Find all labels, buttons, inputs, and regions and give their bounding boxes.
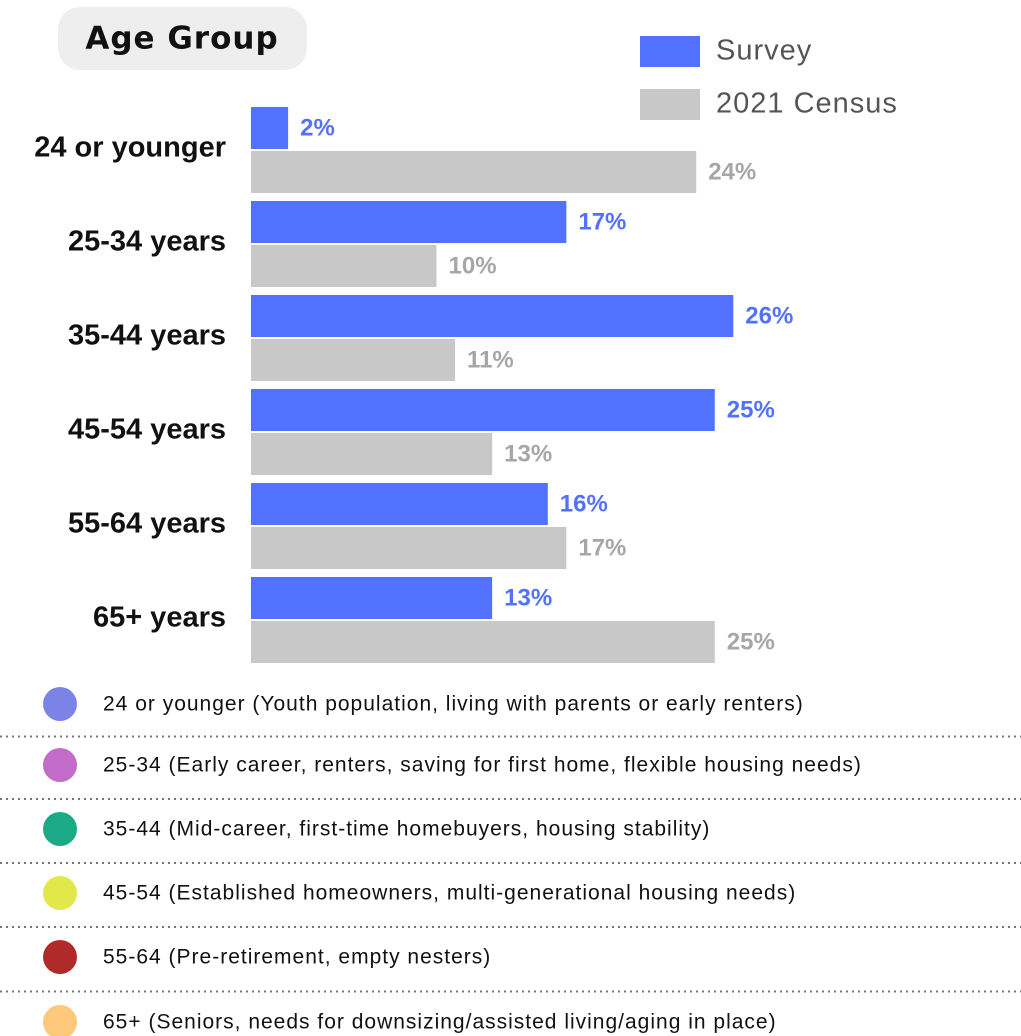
note-dot <box>43 687 77 721</box>
category-label: 55-64 years <box>68 508 226 540</box>
note-text: 45-54 (Established homeowners, multi-gen… <box>103 882 796 905</box>
bar <box>251 201 567 243</box>
value-label: 11% <box>467 346 514 373</box>
value-label: 13% <box>504 584 552 611</box>
note-text: 35-44 (Mid-career, first-time homebuyers… <box>103 818 710 841</box>
value-label: 17% <box>578 208 626 235</box>
value-label: 17% <box>578 534 626 561</box>
category-label: 35-44 years <box>68 320 226 352</box>
value-label: 26% <box>745 302 793 329</box>
value-label: 10% <box>449 252 497 279</box>
note-text: 55-64 (Pre-retirement, empty nesters) <box>103 946 491 969</box>
bar <box>251 577 493 619</box>
legend-swatch <box>640 89 700 120</box>
bar <box>251 433 493 475</box>
bar <box>251 621 715 663</box>
bar <box>251 389 715 431</box>
note-dot <box>43 876 77 910</box>
category-label: 24 or younger <box>34 132 226 164</box>
bar <box>251 527 567 569</box>
note-dot <box>43 812 77 846</box>
category-label: 65+ years <box>93 602 226 634</box>
note-dot <box>43 748 77 782</box>
legend-swatch <box>640 36 700 67</box>
chart-title: Age Group <box>85 21 278 57</box>
value-label: 25% <box>727 396 775 423</box>
category-label: 25-34 years <box>68 226 226 258</box>
value-label: 25% <box>727 628 775 655</box>
bar <box>251 295 734 337</box>
value-label: 2% <box>300 114 335 141</box>
bar <box>251 245 437 287</box>
value-label: 24% <box>708 158 756 185</box>
note-dot <box>43 940 77 974</box>
bar <box>251 107 289 149</box>
note-text: 25-34 (Early career, renters, saving for… <box>103 754 862 777</box>
category-label: 45-54 years <box>68 414 226 446</box>
bar <box>251 151 697 193</box>
value-label: 13% <box>504 440 552 467</box>
value-label: 16% <box>560 490 608 517</box>
legend-label: Survey <box>716 35 812 67</box>
legend-label: 2021 Census <box>716 88 898 120</box>
bar <box>251 483 548 525</box>
title-pill <box>58 7 307 70</box>
bar <box>251 339 456 381</box>
note-text: 24 or younger (Youth population, living … <box>103 693 804 716</box>
note-text: 65+ (Seniors, needs for downsizing/assis… <box>103 1011 777 1034</box>
note-dot <box>43 1005 77 1036</box>
